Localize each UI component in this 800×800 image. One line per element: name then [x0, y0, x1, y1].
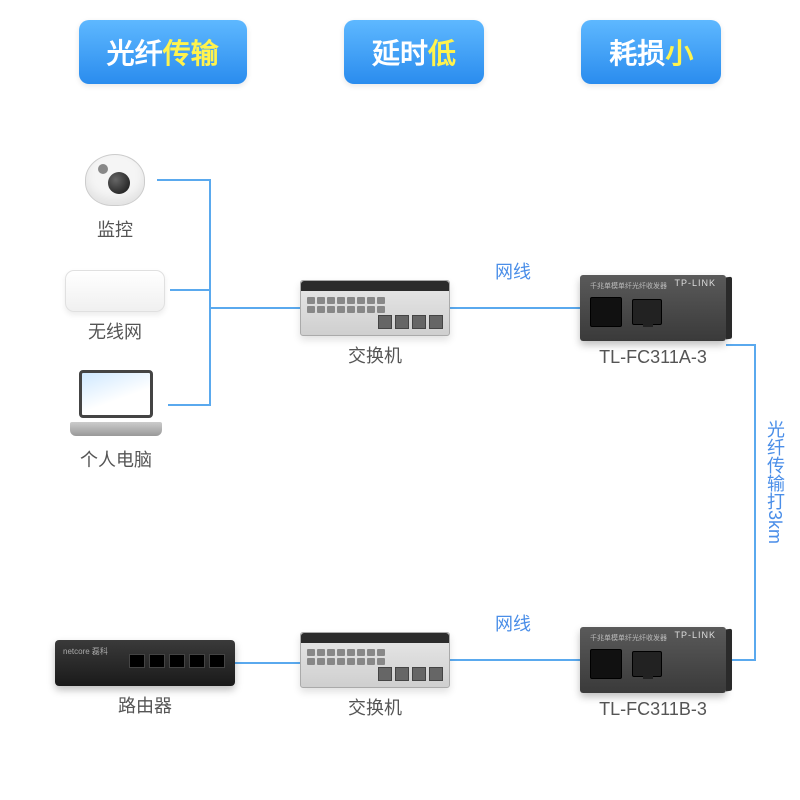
node-label: 交换机: [300, 342, 450, 368]
tag-text: 光纤: [107, 32, 163, 72]
tag-fiber: 光纤 传输: [79, 20, 247, 84]
header-tags: 光纤 传输 延时 低 耗损 小: [0, 0, 800, 104]
node-label: 路由器: [55, 692, 235, 718]
node-switch-bottom: 交换机: [300, 632, 450, 720]
tag-loss: 耗损 小: [581, 20, 721, 84]
tag-text: 小: [665, 32, 693, 72]
tag-text: 传输: [163, 32, 219, 72]
node-router: netcore 磊科 路由器: [55, 640, 235, 718]
node-label: TL-FC311B-3: [580, 699, 726, 720]
network-diagram: 监控 无线网 个人电脑 交换机 TP-LINK 千兆单模单纤光纤收发器 TL-F…: [0, 120, 800, 800]
node-ap: 无线网: [65, 270, 165, 344]
edge-label: 光纤传输打3km: [762, 420, 788, 544]
laptop-icon: [70, 370, 162, 440]
converter-icon: TP-LINK 千兆单模单纤光纤收发器: [580, 627, 726, 693]
router-icon: netcore 磊科: [55, 640, 235, 686]
node-converter-a: TP-LINK 千兆单模单纤光纤收发器 TL-FC311A-3: [580, 275, 726, 368]
node-switch-top: 交换机: [300, 280, 450, 368]
node-laptop: 个人电脑: [70, 370, 162, 472]
camera-icon: [80, 150, 150, 210]
switch-icon: [300, 632, 450, 688]
ap-icon: [65, 270, 165, 312]
node-label: 无线网: [65, 318, 165, 344]
tag-text: 低: [428, 32, 456, 72]
tag-latency: 延时 低: [344, 20, 484, 84]
node-label: 监控: [80, 216, 150, 242]
node-label: 交换机: [300, 694, 450, 720]
tag-text: 耗损: [609, 32, 665, 72]
edge-label: 网线: [495, 258, 531, 284]
node-converter-b: TP-LINK 千兆单模单纤光纤收发器 TL-FC311B-3: [580, 627, 726, 720]
node-label: TL-FC311A-3: [580, 347, 726, 368]
converter-icon: TP-LINK 千兆单模单纤光纤收发器: [580, 275, 726, 341]
node-label: 个人电脑: [70, 446, 162, 472]
tag-text: 延时: [372, 32, 428, 72]
switch-icon: [300, 280, 450, 336]
node-camera: 监控: [80, 150, 150, 242]
edge-label: 网线: [495, 610, 531, 636]
